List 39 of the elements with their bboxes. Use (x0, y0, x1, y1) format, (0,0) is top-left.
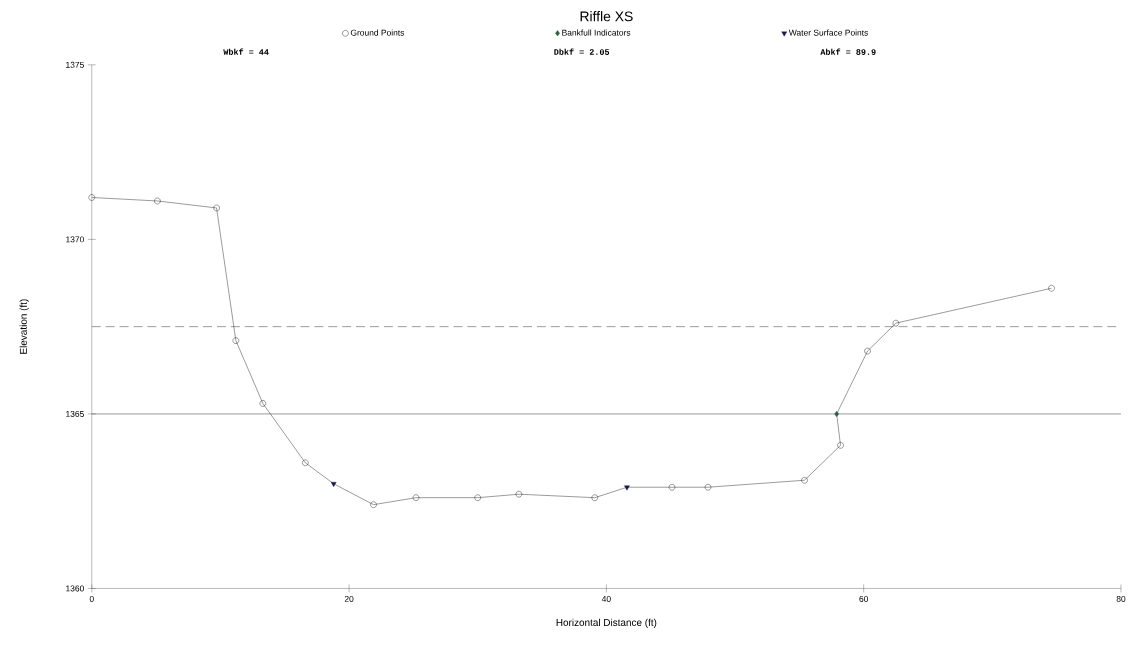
point (302, 459, 309, 466)
chart-title: Riffle XS (580, 10, 633, 22)
point (515, 490, 523, 498)
point (591, 494, 598, 501)
point (668, 483, 676, 491)
y-tick-label: 1370 (66, 236, 84, 243)
text: Dbkf = 2.05 (554, 48, 610, 55)
point (624, 485, 630, 491)
text: Wbkf = 44 (223, 48, 269, 55)
point (892, 319, 900, 327)
x-tick-label: 0 (89, 595, 94, 602)
point (154, 197, 161, 205)
point (232, 337, 240, 344)
point (801, 476, 808, 484)
y-tick-label: 1365 (66, 410, 84, 417)
point (259, 400, 267, 407)
text: Abkf = 89.9 (820, 48, 876, 55)
point (88, 194, 95, 201)
y-tick-label: 1375 (66, 61, 84, 68)
x-tick-label: 80 (1116, 595, 1126, 602)
point (474, 494, 481, 501)
point (704, 483, 712, 491)
x-tick-label: 60 (859, 595, 869, 602)
point (1048, 284, 1055, 292)
point (837, 442, 844, 449)
point (834, 410, 839, 417)
point (864, 347, 871, 355)
x-tick-label: 40 (601, 595, 611, 602)
legend-label: Ground Points (350, 29, 405, 36)
x-tick-label: 20 (344, 595, 354, 602)
legend-label: Bankfull Indicators (562, 29, 631, 36)
x-axis-title: Horizontal Distance (ft) (556, 618, 657, 628)
point (213, 204, 220, 211)
y-tick-label: 1360 (66, 585, 84, 592)
point (330, 481, 337, 487)
legend-label: Water Surface Points (788, 29, 868, 36)
point (412, 494, 420, 501)
point (370, 501, 377, 508)
y-axis-title: Elevation (ft) (19, 299, 29, 354)
